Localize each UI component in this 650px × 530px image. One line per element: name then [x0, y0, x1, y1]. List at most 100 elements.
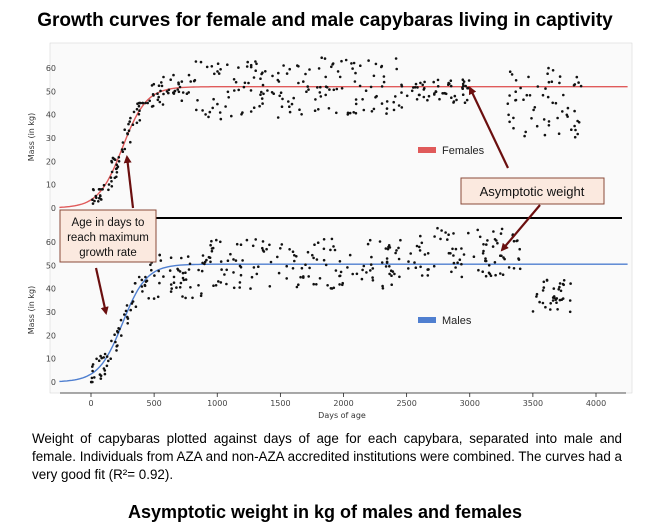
data-point [361, 268, 364, 272]
data-point [129, 308, 132, 312]
x-tick-label: 500 [146, 399, 161, 408]
data-point [113, 333, 116, 337]
data-point [512, 116, 515, 120]
data-point [238, 286, 241, 289]
data-point [558, 285, 561, 289]
fit-curve-males [59, 263, 628, 383]
data-point [234, 259, 238, 262]
data-point [481, 270, 485, 274]
y-axis-label-bottom: Mass (in kg) [27, 286, 36, 334]
data-point [324, 263, 328, 267]
data-point [187, 268, 191, 271]
data-point [452, 100, 456, 103]
data-point [191, 296, 194, 300]
data-point [175, 286, 178, 289]
data-point [178, 286, 182, 289]
data-point [126, 132, 129, 135]
data-point [547, 66, 550, 70]
data-point [213, 72, 216, 76]
data-point [176, 88, 179, 91]
data-point [307, 275, 311, 278]
data-point [245, 238, 249, 242]
data-point [242, 85, 246, 89]
data-point [205, 65, 209, 69]
data-point [107, 188, 110, 192]
data-point [426, 274, 430, 277]
data-point [514, 90, 517, 93]
data-point [177, 82, 180, 86]
data-point [422, 88, 426, 91]
y-tick-label: 50 [46, 261, 56, 270]
arrow-asymptote-female [468, 86, 509, 169]
data-point [141, 101, 144, 105]
data-point [232, 78, 236, 81]
data-point [144, 275, 147, 279]
data-point [158, 281, 161, 285]
data-point [249, 89, 253, 92]
data-point [189, 80, 192, 83]
data-point [426, 268, 430, 271]
data-point [317, 67, 321, 70]
data-point [100, 198, 103, 201]
data-point [260, 72, 263, 76]
data-point [355, 272, 359, 276]
data-point [407, 267, 410, 270]
data-point [250, 275, 254, 279]
data-point [390, 283, 394, 287]
data-point [419, 81, 422, 85]
data-point [285, 72, 289, 75]
data-point [512, 126, 515, 130]
data-point [180, 256, 183, 260]
data-point [316, 241, 320, 244]
data-point [421, 83, 425, 87]
data-point [502, 256, 505, 259]
data-point [184, 278, 188, 281]
data-point [385, 257, 389, 260]
data-point [260, 97, 264, 100]
data-point [137, 275, 141, 279]
data-point [211, 246, 215, 250]
data-point [315, 283, 318, 286]
data-point [385, 112, 388, 115]
data-point [193, 78, 197, 82]
data-point [384, 247, 388, 250]
data-point [329, 248, 332, 252]
data-point [172, 281, 176, 285]
data-point [98, 194, 102, 197]
data-point [340, 59, 343, 63]
x-tick-label: 2000 [333, 399, 353, 408]
data-point [130, 302, 134, 305]
data-point [237, 66, 240, 69]
data-point [335, 87, 339, 91]
data-point [524, 130, 527, 134]
data-point [512, 239, 516, 243]
data-point [560, 298, 563, 302]
data-point [375, 94, 378, 98]
data-point [467, 79, 471, 82]
data-point [328, 88, 331, 91]
y-tick-label: 20 [46, 331, 56, 340]
data-point [418, 245, 421, 249]
data-point [452, 232, 455, 235]
data-point [438, 97, 441, 101]
data-point [172, 92, 176, 95]
data-point [117, 327, 120, 330]
data-point [319, 85, 322, 89]
data-point [332, 286, 336, 290]
data-point [370, 110, 374, 113]
data-point [307, 88, 310, 91]
data-point [350, 62, 353, 65]
data-point [169, 256, 173, 260]
data-point [460, 275, 464, 279]
data-point [467, 231, 470, 235]
data-point [518, 267, 522, 271]
data-point [332, 88, 336, 92]
data-point [323, 57, 327, 60]
data-point [566, 106, 570, 110]
data-point [352, 111, 356, 114]
data-point [131, 290, 134, 294]
data-point [481, 252, 485, 255]
data-point [433, 93, 436, 96]
data-point [91, 363, 95, 366]
data-point [522, 98, 525, 101]
